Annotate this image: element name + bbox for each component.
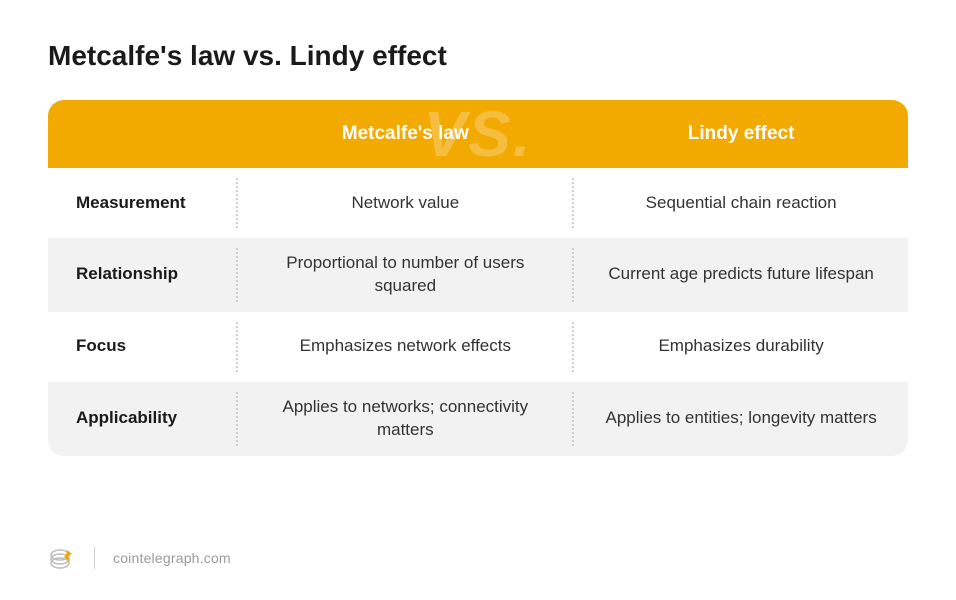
- cell-a: Emphasizes network effects: [238, 312, 572, 382]
- comparison-table: VS. Metcalfe's law Lindy effect Measurem…: [48, 100, 908, 456]
- cell-a: Proportional to number of users squared: [238, 238, 572, 312]
- table-row: Measurement Network value Sequential cha…: [48, 168, 908, 238]
- header-spacer: [48, 120, 236, 148]
- table-row: Focus Emphasizes network effects Emphasi…: [48, 312, 908, 382]
- cell-b: Sequential chain reaction: [574, 168, 908, 238]
- header-col-a: Metcalfe's law: [238, 107, 572, 161]
- cell-a: Applies to networks; connectivity matter…: [238, 382, 572, 456]
- footer: cointelegraph.com: [48, 544, 231, 572]
- row-label: Focus: [48, 312, 236, 382]
- row-label: Measurement: [48, 168, 236, 238]
- cell-b: Emphasizes durability: [574, 312, 908, 382]
- row-label: Applicability: [48, 382, 236, 456]
- cointelegraph-logo-icon: [48, 544, 76, 572]
- footer-divider: [94, 547, 95, 569]
- cell-b: Current age predicts future lifespan: [574, 238, 908, 312]
- footer-brand: cointelegraph.com: [113, 550, 231, 566]
- header-col-b: Lindy effect: [574, 107, 908, 161]
- table-row: Relationship Proportional to number of u…: [48, 238, 908, 312]
- table-row: Applicability Applies to networks; conne…: [48, 382, 908, 456]
- cell-a: Network value: [238, 168, 572, 238]
- table-header: VS. Metcalfe's law Lindy effect: [48, 100, 908, 168]
- page-title: Metcalfe's law vs. Lindy effect: [48, 40, 908, 72]
- cell-b: Applies to entities; longevity matters: [574, 382, 908, 456]
- row-label: Relationship: [48, 238, 236, 312]
